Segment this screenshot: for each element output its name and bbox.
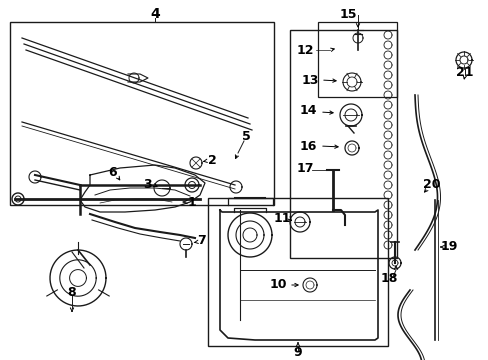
Text: 14: 14 [299,104,316,117]
Text: 20: 20 [423,179,440,192]
Bar [289,30,396,258]
Text: 13: 13 [301,73,318,86]
Text: 12: 12 [296,44,313,57]
Text: 16: 16 [299,139,316,153]
Text: 7: 7 [197,234,206,247]
Bar [10,22,273,205]
Text: 11: 11 [273,211,290,225]
Text: 10: 10 [269,279,286,292]
Text: 5: 5 [241,130,250,144]
Text: 9: 9 [293,346,302,359]
Bar [207,198,387,346]
Text: 19: 19 [439,240,457,253]
Text: 4: 4 [150,7,160,21]
Bar [317,22,396,97]
Text: 2: 2 [207,153,216,166]
Text: 3: 3 [143,179,152,192]
Text: 21: 21 [455,66,473,78]
Text: 1: 1 [187,195,196,208]
Text: 6: 6 [108,166,117,179]
Text: 8: 8 [67,285,76,298]
Text: 15: 15 [339,9,356,22]
Text: 18: 18 [380,271,397,284]
Text: 17: 17 [296,162,313,175]
